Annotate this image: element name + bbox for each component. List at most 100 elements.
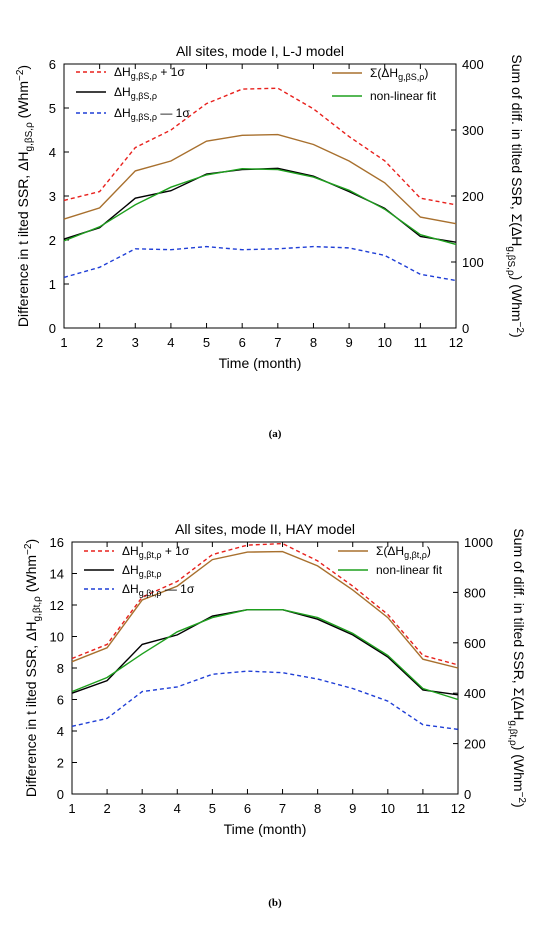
x-axis-label: Time (month) — [224, 821, 307, 837]
chart-title: All sites, mode II, HAY model — [175, 521, 355, 537]
series-point — [348, 135, 350, 137]
x-axis-label: Time (month) — [219, 355, 302, 371]
series-point — [422, 687, 424, 689]
x-tick-label: 3 — [139, 801, 146, 816]
y-right-axis-label: Sum of diff. in tilted SSR, Σ(ΔHg,βt,ρ) … — [507, 528, 527, 807]
legend-entry: ΔHg,βS,ρ + 1σ — [76, 65, 185, 81]
series-line-1 — [63, 87, 457, 206]
series-point — [422, 724, 424, 726]
series-point — [348, 247, 350, 249]
y-left-tick-label: 3 — [49, 189, 56, 204]
series-point — [419, 273, 421, 275]
y-left-tick-label: 8 — [57, 661, 64, 676]
x-tick-label: 10 — [381, 801, 395, 816]
series-point — [277, 87, 279, 89]
series-point — [141, 643, 143, 645]
series-point — [457, 664, 459, 666]
y-left-tick-label: 10 — [50, 630, 64, 645]
series-point — [71, 690, 73, 692]
x-tick-label: 11 — [414, 335, 428, 350]
y-left-tick-label: 2 — [49, 233, 56, 248]
series-point — [205, 245, 207, 247]
series-point — [241, 248, 243, 250]
x-tick-label: 8 — [314, 801, 321, 816]
series-point — [106, 679, 108, 681]
series-point — [246, 609, 248, 611]
series-point — [241, 134, 243, 136]
series-point — [170, 248, 172, 250]
series-point — [384, 160, 386, 162]
series-point — [348, 160, 350, 162]
legend-label: ΔHg,βt,ρ + 1σ — [122, 544, 190, 560]
y-left-tick-label: 0 — [49, 321, 56, 336]
legend-label: ΔHg,βt,ρ — [122, 563, 162, 579]
y-left-tick-label: 6 — [57, 693, 64, 708]
series-point — [98, 207, 100, 209]
series-point — [316, 560, 318, 562]
y-left-tick-label: 0 — [57, 787, 64, 802]
y-left-tick-label: 12 — [50, 598, 64, 613]
series-point — [176, 631, 178, 633]
series-line-2 — [63, 167, 457, 243]
series-point — [277, 168, 279, 170]
x-tick-label: 2 — [103, 801, 110, 816]
series-point — [71, 657, 73, 659]
series-point — [457, 667, 459, 669]
legend-label: ΔHg,βt,ρ — 1σ — [122, 582, 195, 598]
series-point — [384, 182, 386, 184]
x-tick-label: 6 — [239, 335, 246, 350]
series-point — [352, 687, 354, 689]
y-left-tick-label: 4 — [57, 724, 64, 739]
y-left-tick-label: 2 — [57, 756, 64, 771]
series-point — [170, 129, 172, 131]
y-right-tick-label: 200 — [464, 737, 486, 752]
series-point — [281, 672, 283, 674]
x-tick-label: 7 — [279, 801, 286, 816]
series-point — [211, 558, 213, 560]
legend-label: Σ(ΔHg,βt,ρ) — [376, 544, 431, 560]
series-point — [457, 694, 459, 696]
legend-entry: ΔHg,βt,ρ — 1σ — [84, 582, 195, 598]
series-point — [281, 609, 283, 611]
legend-entry: ΔHg,βS,ρ — 1σ — [76, 106, 190, 122]
chart-2: 1 2 3 4 5 6 7 8 9 10 11 120246810121416020040060080… — [23, 521, 527, 909]
series-point — [277, 248, 279, 250]
y-right-tick-label: 400 — [464, 686, 486, 701]
legend-entry: non-linear fit — [332, 89, 437, 103]
series-point — [455, 204, 457, 206]
series-point — [141, 599, 143, 601]
y-right-tick-label: 0 — [464, 787, 471, 802]
legend-entry: ΔHg,βt,ρ — [84, 563, 162, 579]
legend-entry: ΔHg,βt,ρ + 1σ — [84, 544, 190, 560]
series-point — [241, 168, 243, 170]
series-point — [170, 160, 172, 162]
y-right-tick-label: 1000 — [464, 535, 493, 550]
series-point — [316, 565, 318, 567]
series-point — [281, 550, 283, 552]
series-point — [106, 647, 108, 649]
x-tick-label: 9 — [345, 335, 352, 350]
series-point — [241, 88, 243, 90]
series-point — [98, 190, 100, 192]
y-left-tick-label: 1 — [49, 277, 56, 292]
series-point — [312, 108, 314, 110]
series-point — [419, 234, 421, 236]
y-right-axis-label: Sum of diff. in tilted SSR, Σ(ΔHg,βS,ρ) … — [505, 54, 525, 337]
series-point — [352, 632, 354, 634]
y-left-tick-label: 6 — [49, 57, 56, 72]
x-tick-label: 4 — [174, 801, 181, 816]
series-point — [348, 189, 350, 191]
y-right-tick-label: 0 — [462, 321, 469, 336]
series-point — [106, 643, 108, 645]
legend-label: ΔHg,βS,ρ — [114, 85, 157, 101]
series-point — [205, 174, 207, 176]
y-right-tick-label: 800 — [464, 585, 486, 600]
legend-label: ΔHg,βS,ρ + 1σ — [114, 65, 185, 81]
legend-entry: ΔHg,βS,ρ — [76, 85, 157, 101]
series-point — [455, 279, 457, 281]
series-point — [63, 218, 65, 220]
x-tick-label: 7 — [274, 335, 281, 350]
series-point — [312, 143, 314, 145]
